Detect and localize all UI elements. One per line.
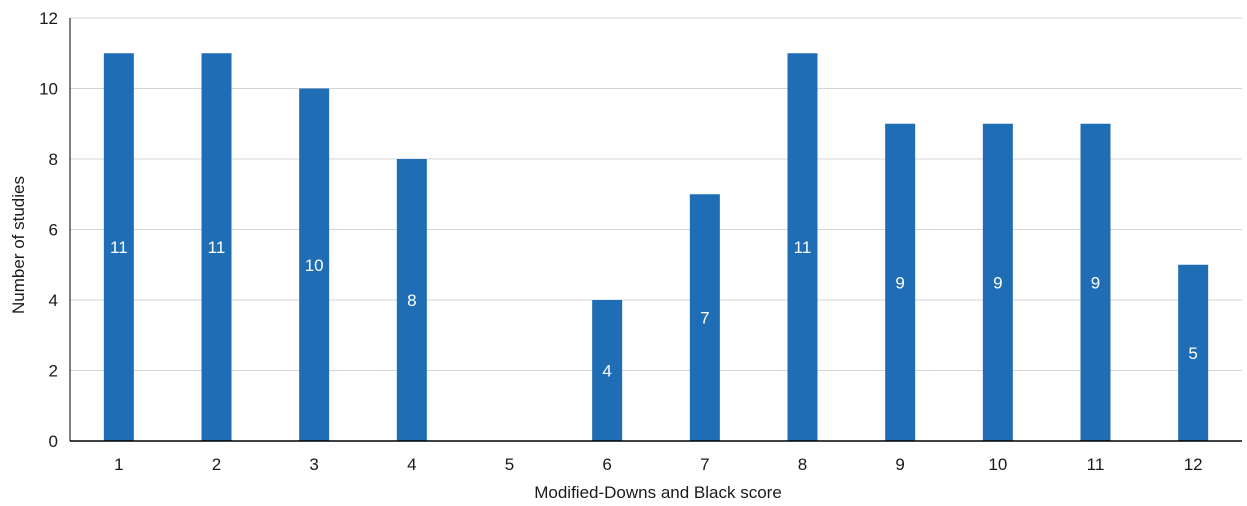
bar: [1178, 264, 1209, 441]
data-label: 11: [110, 238, 128, 257]
x-tick-label: 10: [988, 455, 1007, 474]
bar: [592, 300, 623, 441]
data-label: 8: [407, 291, 416, 310]
data-label: 11: [208, 238, 226, 257]
bar: [885, 123, 916, 441]
x-tick-label: 8: [798, 455, 807, 474]
y-axis-title: Number of studies: [9, 176, 28, 314]
x-tick-label: 2: [212, 455, 221, 474]
bar: [689, 194, 720, 441]
bar: [982, 123, 1013, 441]
y-tick-label: 6: [49, 221, 58, 240]
data-label: 11: [794, 238, 812, 257]
gridlines: [70, 17, 1242, 371]
data-label: 9: [1091, 273, 1100, 292]
data-label: 9: [895, 273, 904, 292]
x-tick-label: 5: [505, 455, 514, 474]
bar: [201, 53, 232, 441]
x-tick-label: 3: [309, 455, 318, 474]
bar: [299, 88, 330, 441]
y-tick-label: 10: [39, 80, 58, 99]
data-label: 10: [305, 256, 324, 275]
y-tick-label: 2: [49, 362, 58, 381]
x-tick-label: 1: [114, 455, 123, 474]
y-tick-label: 4: [49, 291, 58, 310]
y-tick-label: 0: [49, 432, 58, 451]
bar: [396, 159, 427, 441]
x-tick-label: 11: [1087, 455, 1105, 474]
data-label: 4: [602, 362, 611, 381]
x-tick-label: 4: [407, 455, 416, 474]
data-label: 7: [700, 309, 709, 328]
bars: [103, 53, 1209, 441]
bar: [787, 53, 818, 441]
y-tick-label: 8: [49, 150, 58, 169]
bar: [103, 53, 134, 441]
x-tick-label: 7: [700, 455, 709, 474]
data-labels: 11 11 10 8 4 7 11 9 9 9 5: [110, 238, 1198, 380]
x-tick-label: 12: [1184, 455, 1203, 474]
x-tick-label: 9: [895, 455, 904, 474]
x-tick-label: 6: [602, 455, 611, 474]
data-label: 9: [993, 273, 1002, 292]
data-label: 5: [1188, 344, 1197, 363]
bar: [1080, 123, 1111, 441]
x-axis-title: Modified-Downs and Black score: [534, 483, 782, 502]
y-tick-label: 12: [39, 9, 58, 28]
